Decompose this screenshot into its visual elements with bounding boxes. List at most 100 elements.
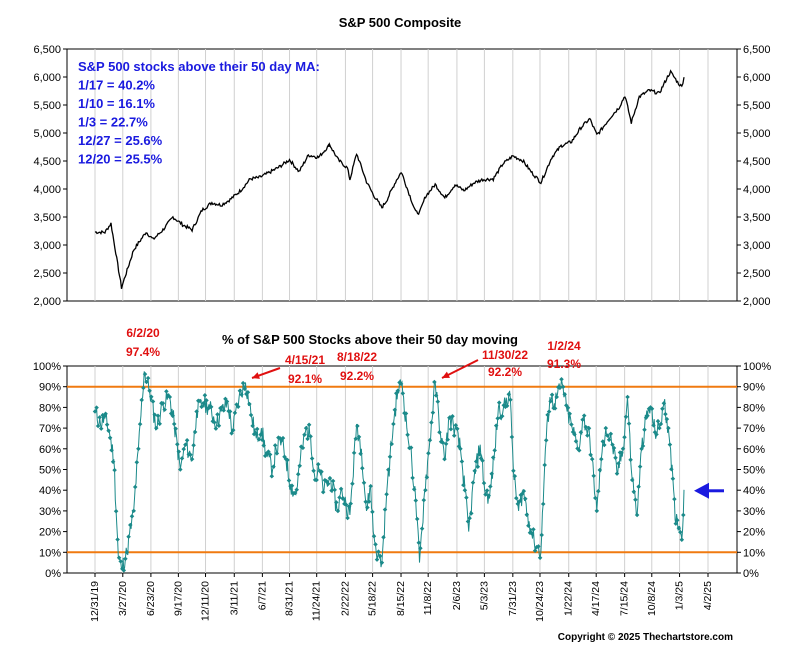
pct-marker [358, 451, 363, 456]
pct-marker [137, 421, 143, 427]
pct-marker [427, 437, 433, 443]
pct-marker [303, 425, 309, 431]
pct-marker [395, 388, 401, 394]
pct-marker [565, 405, 571, 411]
sp500-ytick-right: 4,500 [743, 156, 771, 168]
pct-marker [493, 423, 499, 428]
pct-marker [302, 432, 307, 437]
pct-xtick-label: 9/17/20 [172, 581, 184, 616]
breadth-annotation-line: 12/20 = 25.5% [78, 152, 163, 167]
pct-marker [261, 443, 266, 448]
pct-marker [616, 461, 621, 466]
pct-marker [610, 442, 615, 447]
pct-marker [433, 393, 439, 398]
pct-marker [672, 496, 677, 502]
pct-xtick-label: 6/7/21 [256, 581, 268, 610]
sp500-ytick-left: 6,000 [33, 72, 61, 84]
pct-xtick-label: 5/18/22 [367, 581, 379, 616]
pct-marker [329, 488, 334, 493]
peak-date-label: 6/2/20 [126, 326, 160, 340]
pct-marker [440, 440, 446, 445]
pct-marker [531, 527, 536, 532]
pct-marker [361, 480, 367, 486]
pct-ytick-left: 40% [39, 485, 61, 497]
pct-xtick-label: 1/22/24 [563, 581, 575, 616]
pct-marker [642, 427, 647, 432]
pct-marker [596, 488, 601, 494]
pct-ytick-left: 30% [39, 506, 61, 518]
pct-marker [229, 431, 234, 436]
pct-marker [332, 487, 337, 493]
pct-marker [628, 457, 633, 463]
pct-marker [274, 451, 280, 456]
pct-ytick-right: 70% [743, 423, 765, 435]
pct-marker [384, 492, 389, 497]
pct-above-ma-line [94, 371, 685, 571]
pct-marker [572, 432, 577, 437]
peak-date-label: 8/18/22 [337, 350, 377, 364]
pct-ytick-left: 0% [45, 568, 61, 580]
pct-ytick-right: 40% [743, 485, 765, 497]
pct-marker [661, 401, 667, 406]
peak-value-label: 92.1% [288, 372, 322, 386]
pct-ytick-left: 60% [39, 444, 61, 456]
pct-marker [435, 399, 441, 404]
pct-marker [492, 448, 497, 453]
pct-marker [603, 425, 609, 431]
pct-marker [465, 519, 471, 524]
pct-marker [353, 436, 359, 441]
pct-marker [334, 500, 339, 505]
pct-ytick-left: 90% [39, 382, 61, 394]
pct-marker [443, 441, 449, 447]
pct-marker [645, 413, 650, 418]
pct-marker [335, 508, 341, 514]
pct-marker [445, 437, 450, 442]
pct-marker [542, 462, 547, 468]
pct-marker [514, 495, 519, 501]
sp500-ytick-left: 4,500 [33, 156, 61, 168]
pct-xtick-label: 5/3/23 [478, 581, 490, 610]
pct-marker [521, 488, 527, 494]
pct-marker [160, 401, 166, 406]
pct-marker [489, 471, 494, 477]
pct-marker [580, 417, 585, 422]
pct-marker [569, 422, 574, 427]
pct-marker [285, 457, 290, 463]
pct-marker [458, 446, 463, 452]
pct-marker [588, 452, 593, 458]
pct-marker [300, 445, 306, 451]
breadth-annotation-line: 1/10 = 16.1% [78, 96, 155, 111]
pct-marker [272, 443, 278, 448]
pct-marker [459, 459, 465, 464]
pct-marker [464, 495, 469, 500]
pct-marker [147, 388, 152, 394]
peak-value-label: 91.3% [547, 357, 581, 371]
pct-marker [280, 435, 286, 441]
pct-marker [559, 377, 564, 382]
pct-marker [266, 449, 271, 454]
pct-marker [405, 432, 410, 438]
pct-marker [511, 468, 516, 474]
sp500-ytick-left: 2,000 [33, 296, 61, 308]
breadth-annotation-line: 1/3 = 22.7% [78, 115, 148, 130]
pct-marker [184, 438, 190, 443]
pct-ytick-right: 30% [743, 506, 765, 518]
red-arrow-icon-head [252, 372, 260, 379]
pct-marker [325, 481, 331, 487]
pct-marker [239, 392, 244, 397]
pct-marker [191, 443, 196, 448]
peak-value-label: 92.2% [488, 365, 522, 379]
pct-marker [666, 425, 671, 431]
pct-marker [386, 467, 391, 472]
pct-marker [219, 404, 225, 410]
pct-marker [414, 516, 420, 522]
sp500-ytick-right: 2,000 [743, 296, 771, 308]
pct-marker [614, 471, 620, 476]
pct-ytick-left: 100% [33, 361, 61, 373]
pct-marker [154, 425, 159, 431]
peak-date-label: 1/2/24 [547, 339, 581, 353]
pct-marker [509, 434, 515, 440]
pct-marker [403, 411, 409, 416]
pct-marker [605, 433, 610, 438]
